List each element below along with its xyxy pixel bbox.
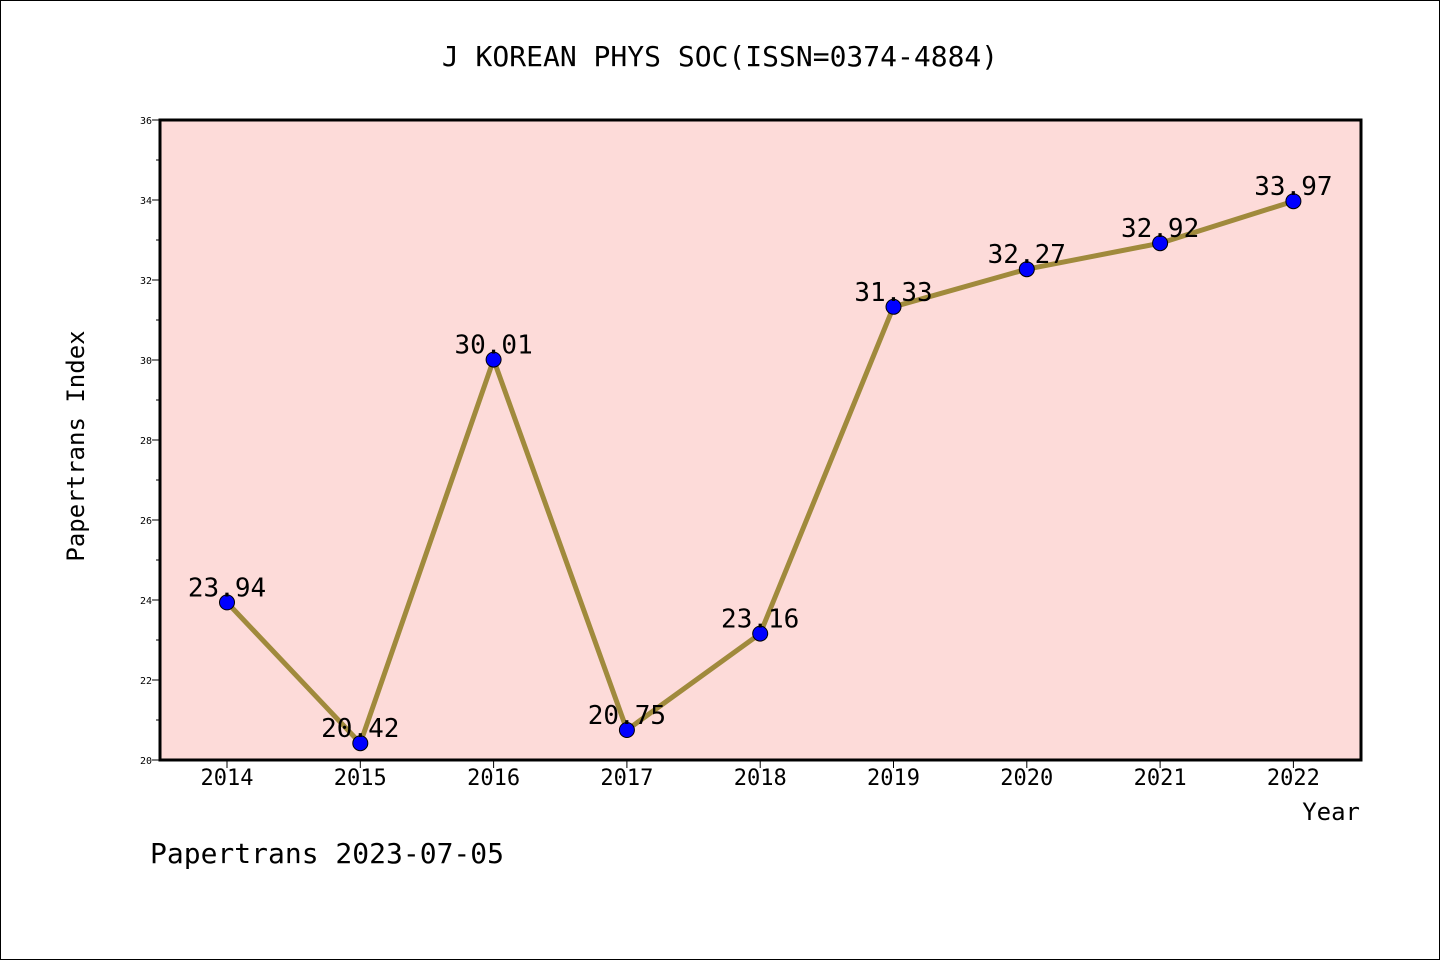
x-tick-label: 2015 bbox=[334, 766, 387, 791]
data-label: 33.97 bbox=[1254, 172, 1332, 202]
data-point bbox=[752, 625, 769, 642]
y-tick-label: 28 bbox=[140, 436, 152, 447]
y-tick-label: 36 bbox=[140, 116, 152, 127]
x-tick-label: 2019 bbox=[867, 766, 920, 791]
x-tick-label: 2017 bbox=[600, 766, 653, 791]
data-point bbox=[1285, 193, 1302, 210]
data-labels: 23.94 20.42 30.01 20.75 23.16 31.33 32.27 32.92… bbox=[188, 172, 1333, 744]
y-axis: 20 22 24 26 28 30 32 34 36 bbox=[140, 116, 160, 767]
data-point bbox=[485, 351, 502, 368]
data-point bbox=[1018, 261, 1035, 278]
x-tick-label: 2018 bbox=[734, 766, 787, 791]
data-label: 32.92 bbox=[1121, 214, 1199, 244]
data-points bbox=[219, 193, 1302, 752]
x-tick-label: 2021 bbox=[1134, 766, 1187, 791]
y-tick-label: 26 bbox=[140, 516, 152, 527]
x-axis: 2014 2015 2016 2017 2018 2019 2020 2021 2022 bbox=[201, 760, 1320, 791]
data-point bbox=[885, 298, 902, 315]
data-point bbox=[1152, 235, 1169, 252]
chart-title: J KOREAN PHYS SOC(ISSN=0374-4884) bbox=[442, 40, 998, 73]
footer-text: Papertrans 2023-07-05 bbox=[150, 837, 504, 870]
y-tick-label: 34 bbox=[140, 196, 152, 207]
x-tick-label: 2014 bbox=[201, 766, 254, 791]
y-tick-label: 22 bbox=[140, 676, 152, 687]
plot-area bbox=[158, 118, 1363, 762]
y-tick-label: 20 bbox=[140, 756, 152, 767]
x-axis-label: Year bbox=[1302, 798, 1360, 826]
data-label: 23.16 bbox=[721, 605, 799, 635]
x-tick-label: 2020 bbox=[1000, 766, 1053, 791]
data-label: 23.94 bbox=[188, 573, 266, 603]
data-label: 20.75 bbox=[588, 701, 666, 731]
x-tick-label: 2022 bbox=[1267, 766, 1320, 791]
x-tick-label: 2016 bbox=[467, 766, 520, 791]
data-label: 31.33 bbox=[854, 278, 932, 308]
y-tick-label: 24 bbox=[140, 596, 152, 607]
data-point bbox=[618, 722, 635, 738]
y-axis-label: Papertrans Index bbox=[62, 330, 90, 561]
data-label: 20.42 bbox=[321, 714, 399, 744]
y-tick-label: 32 bbox=[140, 276, 152, 287]
data-point bbox=[352, 735, 369, 752]
data-point bbox=[219, 594, 235, 611]
y-tick-label: 30 bbox=[140, 356, 152, 367]
data-label: 32.27 bbox=[988, 240, 1066, 270]
data-label: 30.01 bbox=[454, 331, 532, 361]
